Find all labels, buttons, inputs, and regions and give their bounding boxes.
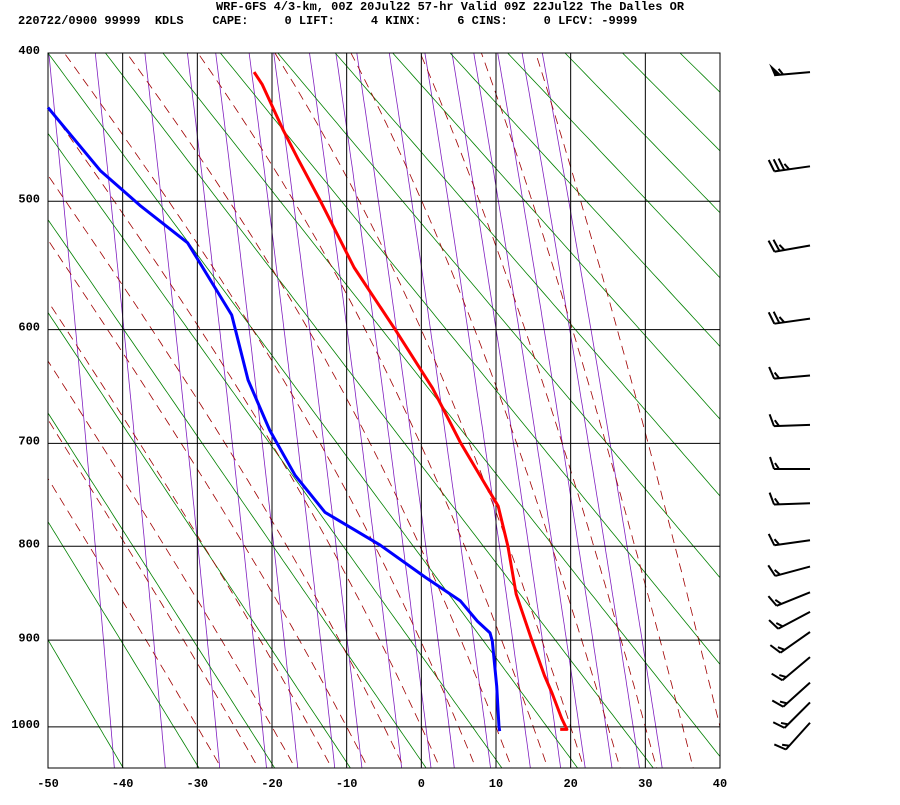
x-tick-label: -50	[37, 777, 59, 791]
x-tick-label: -40	[112, 777, 134, 791]
x-tick-label: 20	[563, 777, 577, 791]
x-tick-label: 0	[418, 777, 425, 791]
y-tick-label: 800	[18, 537, 40, 551]
y-tick-label: 1000	[11, 718, 40, 732]
chart-subtitle: 220722/0900 99999 KDLS CAPE: 0 LIFT: 4 K…	[18, 14, 637, 28]
chart-title: WRF-GFS 4/3-km, 00Z 20Jul22 57-hr Valid …	[216, 0, 685, 14]
y-tick-label: 900	[18, 631, 40, 645]
y-tick-label: 700	[18, 435, 40, 449]
y-tick-label: 600	[18, 321, 40, 335]
x-tick-label: 30	[638, 777, 652, 791]
x-tick-label: 40	[713, 777, 727, 791]
barb-half	[781, 723, 788, 724]
x-tick-label: 10	[489, 777, 503, 791]
x-tick-label: -20	[261, 777, 283, 791]
x-tick-label: -10	[336, 777, 358, 791]
barb-half	[782, 745, 789, 746]
y-tick-label: 500	[18, 192, 40, 206]
x-tick-label: -30	[187, 777, 209, 791]
y-tick-label: 400	[18, 44, 40, 58]
